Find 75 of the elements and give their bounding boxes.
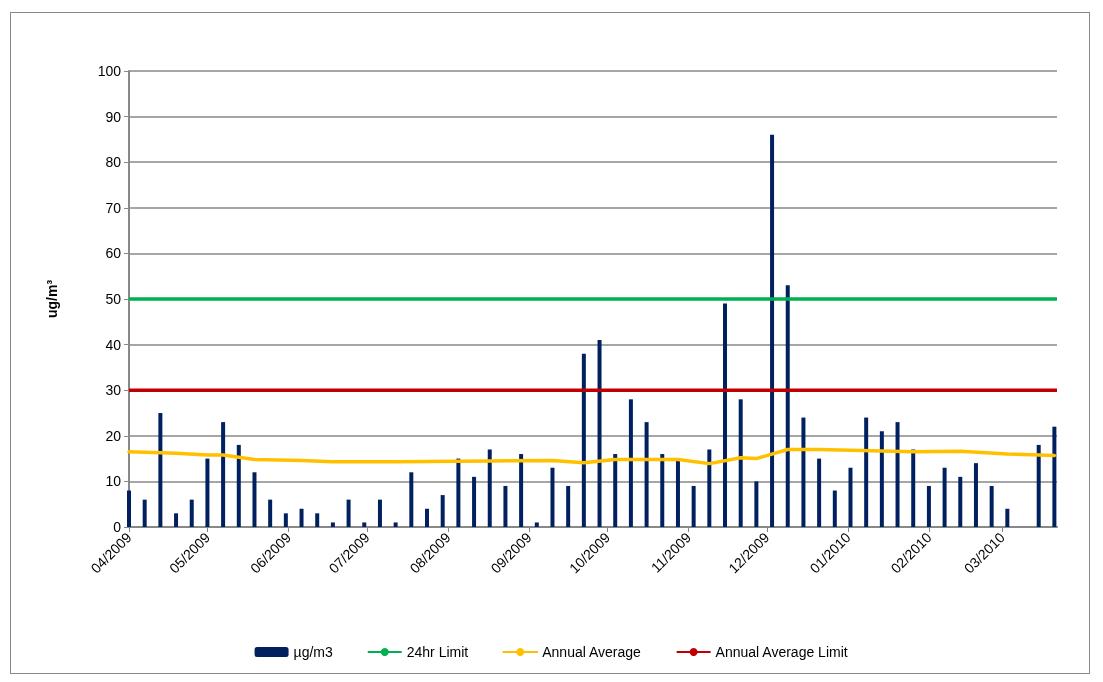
bar xyxy=(1005,508,1010,527)
bar xyxy=(519,454,524,527)
bar xyxy=(236,444,241,527)
y-tick-label: 100 xyxy=(97,63,122,79)
bar xyxy=(723,303,728,527)
bar xyxy=(707,449,712,527)
bar xyxy=(754,481,759,527)
bar xyxy=(252,472,257,527)
bar xyxy=(268,499,273,527)
y-tick-label: 70 xyxy=(105,199,122,216)
bar xyxy=(879,431,884,527)
bar xyxy=(801,417,806,527)
bar xyxy=(315,513,320,527)
bar xyxy=(299,508,304,527)
bar xyxy=(283,513,288,527)
bar xyxy=(581,353,586,527)
bar xyxy=(362,522,367,527)
bar xyxy=(472,476,477,527)
bar xyxy=(174,513,179,527)
legend-label: Annual Average Limit xyxy=(715,644,848,660)
legend-label: µg/m3 xyxy=(293,644,333,660)
bar xyxy=(675,458,680,527)
bar xyxy=(613,454,618,527)
bar xyxy=(989,485,994,527)
bar xyxy=(189,499,194,527)
y-tick-label: 60 xyxy=(105,245,122,262)
bar xyxy=(738,399,743,527)
bar xyxy=(926,485,931,527)
bar xyxy=(895,422,900,527)
bar xyxy=(832,490,837,527)
bar xyxy=(644,422,649,527)
bar xyxy=(566,485,571,527)
bar xyxy=(1036,444,1041,527)
legend-label: Annual Average xyxy=(542,644,642,660)
bar xyxy=(409,472,414,527)
bar xyxy=(440,495,445,527)
bar xyxy=(848,467,853,527)
bar xyxy=(330,522,335,527)
y-tick-label: 20 xyxy=(105,427,122,444)
bar xyxy=(205,458,210,527)
bar xyxy=(425,508,430,527)
bar xyxy=(973,463,978,527)
y-tick-label: 80 xyxy=(105,154,122,171)
bar xyxy=(142,499,147,527)
bar xyxy=(942,467,947,527)
bar xyxy=(628,399,633,527)
legend-label: 24hr Limit xyxy=(406,644,469,660)
y-tick-label: 40 xyxy=(105,336,122,353)
bar xyxy=(550,467,555,527)
y-tick-label: 50 xyxy=(105,291,122,307)
y-tick-label: 30 xyxy=(105,382,122,399)
bar xyxy=(660,454,665,527)
bar xyxy=(393,522,398,527)
bar xyxy=(1052,426,1057,527)
bar xyxy=(127,490,131,527)
bar xyxy=(817,458,822,527)
y-tick-label: 90 xyxy=(105,108,122,125)
line-series xyxy=(127,447,1057,466)
y-tick-label: 0 xyxy=(113,519,122,535)
y-axis-title: ug/m³ xyxy=(44,279,60,319)
bar xyxy=(785,285,790,527)
bar xyxy=(346,499,351,527)
bar xyxy=(864,417,869,527)
bar xyxy=(487,449,492,527)
bar xyxy=(597,340,602,527)
bar xyxy=(770,134,775,527)
bar xyxy=(911,449,916,527)
bar xyxy=(158,413,163,527)
bar xyxy=(958,476,963,527)
bar xyxy=(534,522,539,527)
bar xyxy=(377,499,382,527)
bar xyxy=(221,422,226,527)
bar xyxy=(503,485,508,527)
bar xyxy=(691,485,696,527)
y-tick-label: 10 xyxy=(105,473,122,490)
